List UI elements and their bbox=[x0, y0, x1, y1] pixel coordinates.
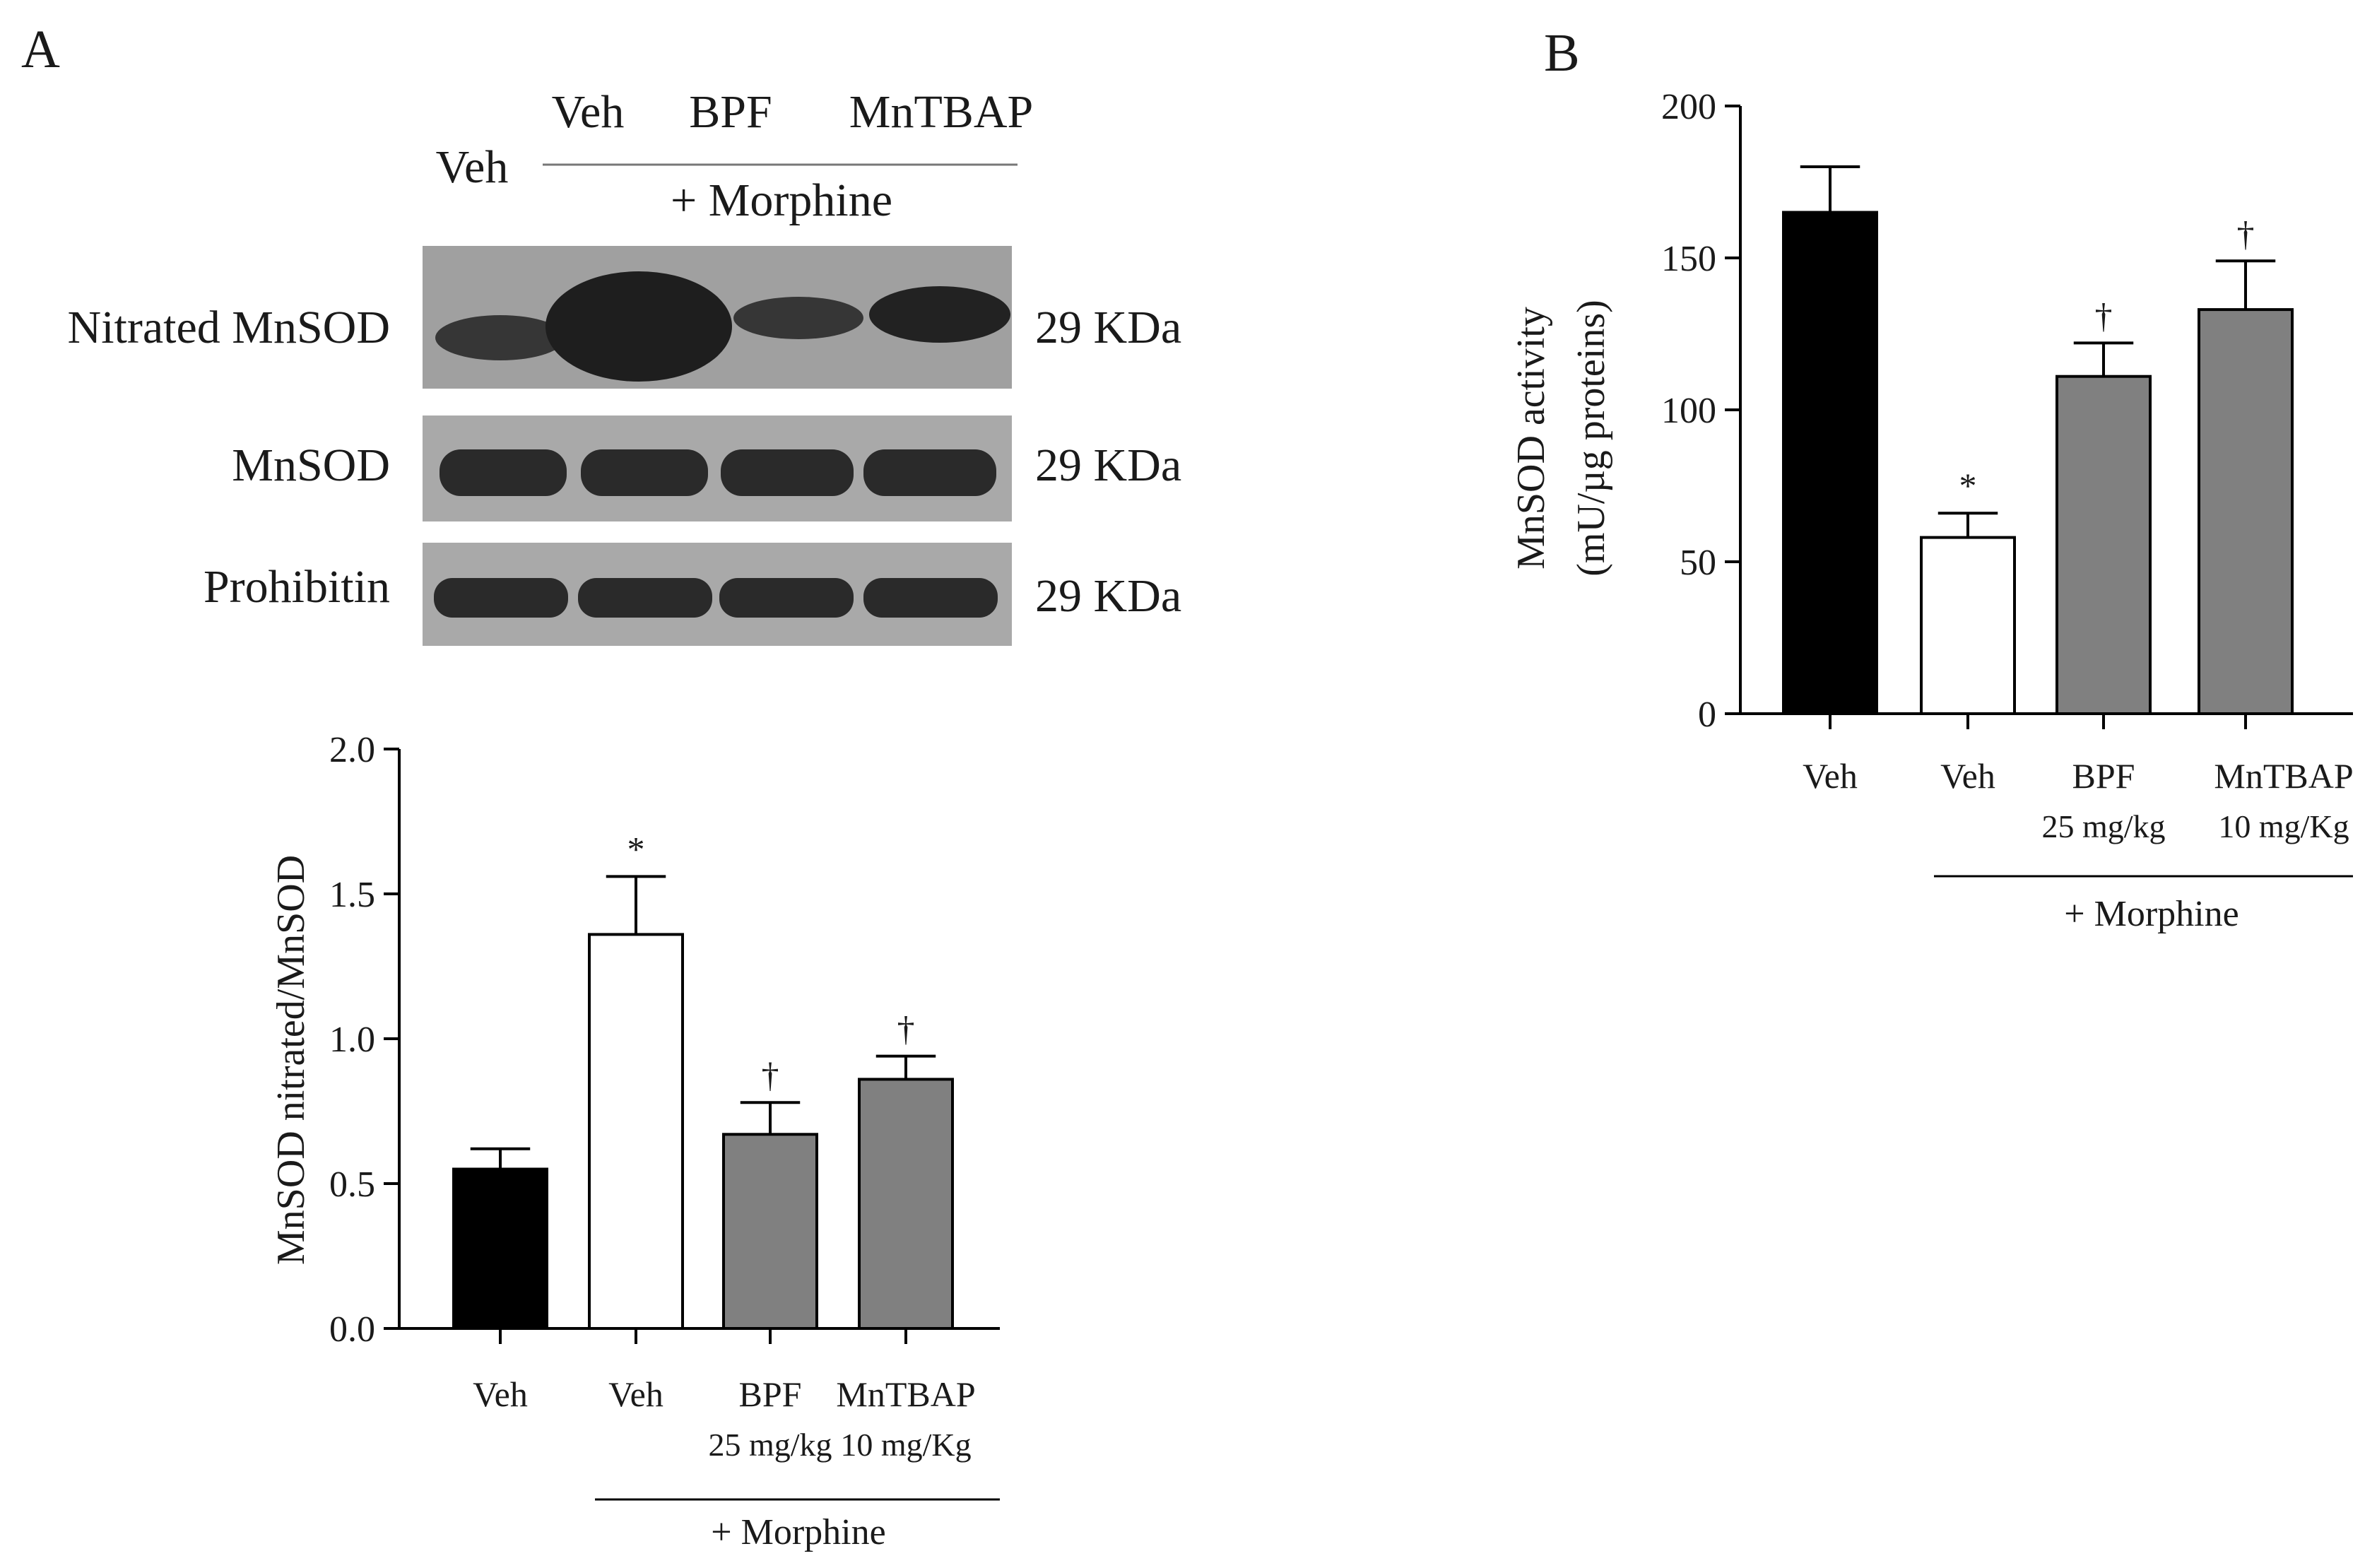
blot-row-size: 29 KDa bbox=[1035, 440, 1181, 491]
chart-a-y-tick-label: 2.0 bbox=[329, 730, 375, 770]
chart-a-significance-mark: † bbox=[762, 1055, 779, 1095]
blot-morphine-group-label: + Morphine bbox=[671, 175, 892, 226]
chart-a-x-label: Veh bbox=[473, 1374, 528, 1414]
chart-b-bar-1 bbox=[1920, 536, 2016, 715]
chart-a-bar-1 bbox=[588, 933, 684, 1330]
blot-band bbox=[578, 578, 712, 618]
panel-a-label: A bbox=[21, 20, 60, 79]
blot-row-label: MnSOD bbox=[232, 440, 390, 491]
blot-band bbox=[434, 578, 568, 618]
chart-a: MnSOD nitrated/MnSOD 0.0 0.5 1.0 1.5 2.0 * † †… bbox=[269, 730, 1000, 1552]
blot-lane-label-veh-control: Veh bbox=[436, 141, 509, 193]
chart-a-significance-mark: * bbox=[627, 829, 645, 868]
chart-b-bar-2 bbox=[2055, 375, 2152, 715]
blot-band bbox=[863, 578, 998, 618]
chart-b-morphine-group-label: + Morphine bbox=[2064, 894, 2239, 934]
chart-b-y-axis-label: MnSOD activity bbox=[1509, 307, 1553, 570]
chart-a-y-tick-label: 0.5 bbox=[329, 1165, 375, 1205]
blot-band bbox=[863, 449, 996, 496]
chart-a-x-label: Veh bbox=[608, 1374, 663, 1414]
chart-b-x-label: BPF bbox=[2072, 756, 2135, 796]
chart-a-x-label: BPF bbox=[739, 1374, 802, 1414]
blot-row-label: Prohibitin bbox=[204, 561, 390, 613]
blot-band bbox=[545, 271, 732, 382]
blot-lane-label-bpf: BPF bbox=[689, 86, 772, 138]
chart-b-significance-mark: * bbox=[1959, 466, 1977, 505]
chart-b-y-tick-label: 200 bbox=[1661, 87, 1716, 127]
chart-a-y-axis-label: MnSOD nitrated/MnSOD bbox=[269, 855, 313, 1265]
blot-band bbox=[733, 297, 863, 339]
chart-b-x-dose: 25 mg/kg bbox=[2041, 808, 2165, 844]
blot-band bbox=[719, 578, 854, 618]
chart-a-x-label: MnTBAP bbox=[836, 1374, 975, 1414]
chart-a-bar-2 bbox=[722, 1133, 818, 1331]
chart-a-y-tick-label: 0.0 bbox=[329, 1309, 375, 1350]
chart-a-x-dose: 10 mg/Kg bbox=[840, 1427, 971, 1463]
blot-band bbox=[869, 286, 1010, 343]
chart-a-bar-3 bbox=[858, 1078, 954, 1331]
chart-a-significance-mark: † bbox=[897, 1009, 915, 1049]
chart-b: MnSOD activity (mU/µg proteins) 0 50 100 15… bbox=[1509, 87, 2354, 934]
blot-row-mnsod: MnSOD 29 KDa bbox=[232, 415, 1181, 521]
panel-b-label: B bbox=[1544, 23, 1580, 83]
chart-b-significance-mark: † bbox=[2237, 213, 2255, 253]
chart-a-morphine-group-label: + Morphine bbox=[711, 1512, 885, 1552]
blot-row-nitrated-mnsod: Nitrated MnSOD 29 KDa bbox=[68, 246, 1181, 389]
chart-b-x-label: MnTBAP bbox=[2214, 756, 2353, 796]
chart-b-x-label: Veh bbox=[1940, 756, 1995, 796]
chart-b-x-dose: 10 mg/Kg bbox=[2218, 808, 2349, 844]
blot-row-size: 29 KDa bbox=[1035, 570, 1181, 622]
blot-lane-label-veh-morphine: Veh bbox=[552, 86, 625, 138]
blot-band bbox=[721, 449, 854, 496]
chart-b-y-tick-label: 150 bbox=[1661, 239, 1716, 279]
chart-a-y-tick-label: 1.5 bbox=[329, 875, 375, 915]
blot-lane-label-mntbap: MnTBAP bbox=[849, 86, 1033, 138]
chart-a-y-tick-label: 1.0 bbox=[329, 1020, 375, 1060]
chart-b-y-axis-label-units: (mU/µg proteins) bbox=[1569, 300, 1613, 577]
chart-b-significance-mark: † bbox=[2095, 295, 2113, 335]
chart-b-bar-3 bbox=[2198, 308, 2294, 716]
blot-header: Veh Veh BPF MnTBAP + Morphine bbox=[436, 86, 1034, 226]
chart-a-bar-0 bbox=[452, 1167, 548, 1330]
chart-a-x-dose: 25 mg/kg bbox=[708, 1427, 832, 1463]
blot-row-label: Nitrated MnSOD bbox=[68, 302, 390, 353]
chart-b-y-tick-label: 100 bbox=[1661, 391, 1716, 431]
chart-b-y-tick-label: 50 bbox=[1680, 543, 1716, 583]
blot-row-prohibitin: Prohibitin 29 KDa bbox=[204, 543, 1181, 646]
chart-b-bar-0 bbox=[1782, 211, 1878, 715]
chart-b-x-label: Veh bbox=[1803, 756, 1858, 796]
chart-b-y-tick-label: 0 bbox=[1698, 695, 1716, 735]
blot-band bbox=[435, 315, 565, 360]
blot-row-size: 29 KDa bbox=[1035, 302, 1181, 353]
blot-band bbox=[440, 449, 567, 496]
blot-band bbox=[581, 449, 708, 496]
